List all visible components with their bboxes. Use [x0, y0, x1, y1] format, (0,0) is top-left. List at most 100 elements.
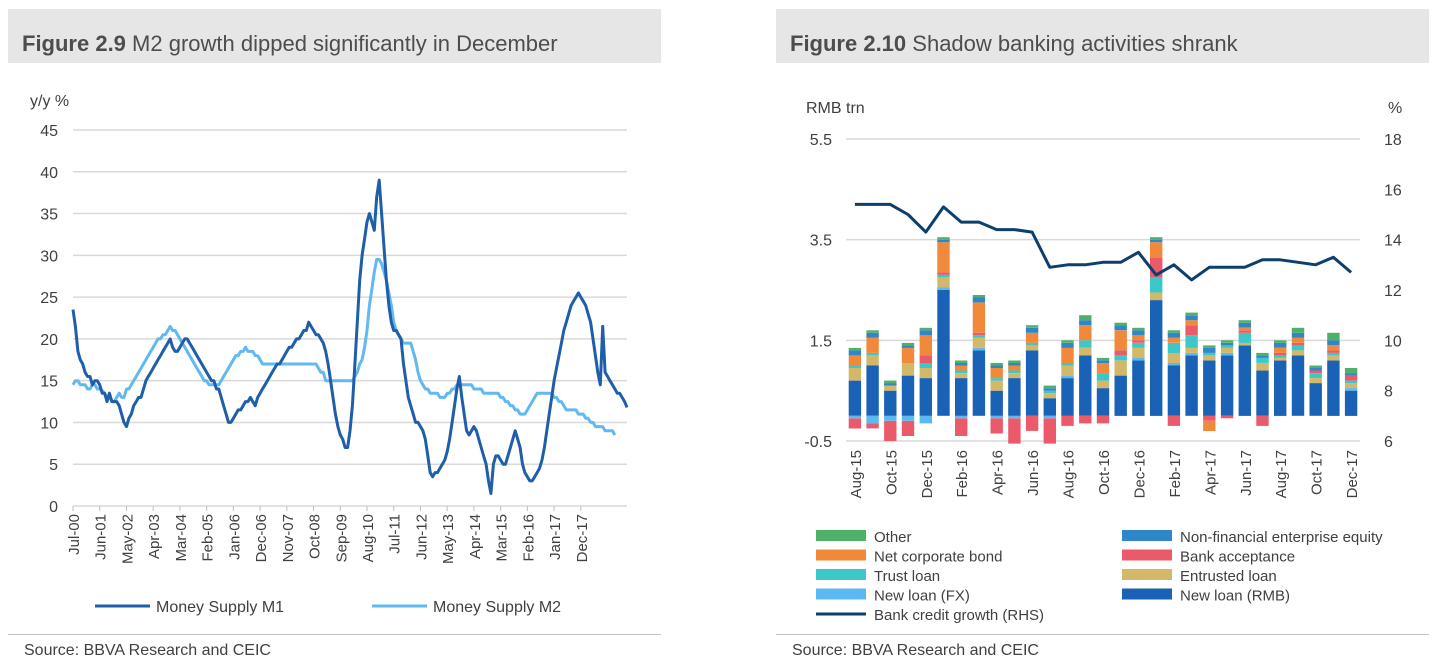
- bar-segment: [1238, 345, 1251, 416]
- bar-segment: [1167, 332, 1181, 338]
- bar-segment: [1061, 347, 1074, 363]
- bar-segment: [1291, 332, 1305, 338]
- y2-tick-label: 14: [1384, 233, 1402, 250]
- y-tick-label: 5.5: [810, 132, 832, 149]
- bar-segment: [1061, 340, 1074, 343]
- bar-segment: [1167, 415, 1181, 426]
- y-tick-label: 30: [40, 248, 58, 265]
- figure-2-9-title-text: M2 growth dipped significantly in Decemb…: [132, 31, 558, 56]
- x-tick-label: Feb-16: [954, 450, 971, 498]
- bar-segment: [990, 415, 1003, 419]
- x-tick-label: Jan-17: [547, 514, 564, 560]
- bar-segment: [1132, 357, 1145, 361]
- y-axis-label: y/y %: [30, 93, 69, 110]
- x-tick-label: Apr-14: [467, 514, 484, 559]
- y2-tick-label: 12: [1384, 283, 1402, 300]
- y-tick-label: 15: [40, 374, 58, 391]
- bar-segment: [1079, 315, 1092, 321]
- y2-tick-label: 16: [1384, 182, 1402, 199]
- bar-segment: [1220, 342, 1234, 346]
- bar-segment: [1344, 380, 1358, 384]
- x-tick-label: Feb-16: [520, 514, 537, 562]
- bar-segment: [937, 274, 950, 278]
- legend-label: Entrusted loan: [1180, 568, 1277, 585]
- x-tick-label: Dec-16: [1131, 450, 1148, 498]
- x-tick-label: Feb-17: [1167, 450, 1184, 498]
- figure-2-10-source: Source: BBVA Research and CEIC: [792, 642, 1039, 659]
- bar-segment: [1238, 342, 1251, 346]
- bar-segment: [1327, 332, 1340, 341]
- bar-segment: [1025, 327, 1039, 333]
- bar-segment: [1025, 345, 1039, 351]
- bar-segment: [1008, 378, 1021, 416]
- bar-segment: [1256, 355, 1269, 358]
- figure-2-9-source-divider: [8, 634, 661, 635]
- legend-swatch: [1122, 549, 1172, 561]
- bar-segment: [1327, 355, 1340, 361]
- bar-segment: [1132, 347, 1145, 358]
- bar-segment: [866, 415, 879, 424]
- figure-2-10-title: Figure 2.10 Shadow banking activities sh…: [790, 31, 1238, 57]
- bar-segment: [1274, 347, 1287, 353]
- x-tick-label: Jun-16: [1025, 450, 1042, 496]
- bar-segment: [1079, 325, 1092, 341]
- bar-segment: [1238, 327, 1251, 331]
- bar-segment: [1167, 352, 1181, 363]
- legend-label: New loan (FX): [874, 588, 970, 605]
- bar-segment: [1025, 325, 1039, 328]
- x-tick-label: Feb-05: [200, 514, 217, 562]
- bar-segment: [937, 239, 950, 243]
- x-tick-label: Aug-15: [848, 450, 865, 498]
- bar-segment: [1150, 292, 1163, 301]
- bar-segment: [1274, 360, 1287, 416]
- bar-segment: [1043, 393, 1056, 399]
- bar-segment: [972, 302, 986, 333]
- x-tick-label: Oct-16: [1096, 450, 1113, 495]
- bar-segment: [1061, 365, 1074, 376]
- bar-segment: [1344, 383, 1358, 389]
- bar-segment: [1203, 347, 1216, 353]
- legend-label: Other: [874, 529, 912, 546]
- bar-segment: [1220, 340, 1234, 343]
- bar-segment: [919, 378, 932, 416]
- bar-segment: [1203, 420, 1216, 431]
- bar-segment: [848, 415, 862, 419]
- bar-segment: [972, 350, 986, 416]
- bar-segment: [1132, 335, 1145, 341]
- legend-swatch: [1122, 569, 1172, 580]
- x-tick-label: Apr-17: [1202, 450, 1219, 495]
- figure-2-9-label: Figure 2.9: [22, 31, 126, 56]
- x-tick-label: Jun-01: [93, 514, 110, 560]
- bar-segment: [1220, 415, 1234, 419]
- bar-segment: [955, 370, 968, 373]
- bar-segment: [848, 380, 862, 416]
- x-tick-label: May-13: [440, 514, 457, 564]
- x-tick-label: Aug-17: [1273, 450, 1290, 498]
- bar-segment: [955, 418, 968, 436]
- bar-segment: [848, 355, 862, 366]
- bar-segment: [1150, 300, 1163, 416]
- m1-m2-line-chart: y/y % 0 5 10 15 20 25 30 35 40 45 Jul-00 Jun-01 May-0…: [30, 93, 629, 616]
- bar-segment: [972, 347, 986, 351]
- bar-segment: [919, 368, 932, 379]
- x-tick-label: Jul-11: [387, 514, 404, 554]
- legend-label: Trust loan: [874, 568, 940, 585]
- bar-segment: [990, 390, 1003, 416]
- bar-segment: [1220, 347, 1234, 353]
- bar-segment: [937, 287, 950, 290]
- bar-segment: [1079, 320, 1092, 326]
- bar-segment: [1327, 350, 1340, 353]
- bar-segment: [884, 383, 897, 386]
- x-tick-label: Apr-16: [990, 450, 1007, 495]
- legend-label: Money Supply M2: [433, 599, 561, 616]
- bar-segment: [1061, 415, 1074, 426]
- bar-segment: [1185, 315, 1198, 321]
- bar-segment: [1274, 357, 1287, 361]
- bar-segment: [1008, 370, 1021, 373]
- bar-segment: [1008, 415, 1021, 419]
- bar-segment: [1309, 368, 1322, 371]
- bar-segment: [1079, 415, 1092, 424]
- bar-segment: [1079, 347, 1092, 356]
- bar-segment: [972, 295, 986, 298]
- bar-segment: [1274, 352, 1287, 356]
